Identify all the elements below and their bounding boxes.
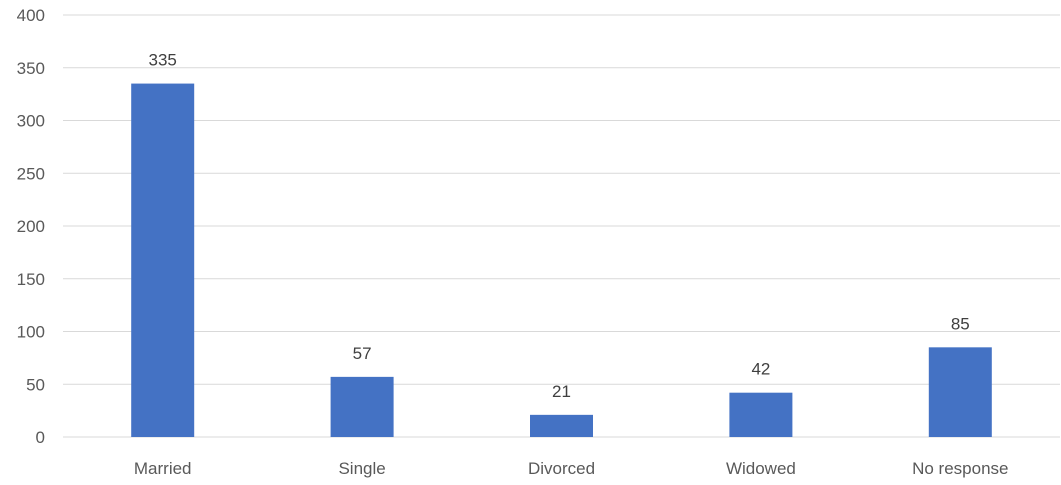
y-tick-label: 300: [17, 112, 45, 131]
bar-divorced: [530, 414, 593, 437]
y-tick-label: 150: [17, 270, 45, 289]
data-label: 42: [751, 360, 770, 379]
y-axis-tick-labels: 0 50 100 150 200 250 300 350 400: [17, 6, 45, 447]
y-tick-label: 200: [17, 217, 45, 236]
y-tick-label: 250: [17, 164, 45, 183]
data-labels: 335 57 21 42 85: [149, 51, 970, 401]
y-tick-label: 0: [36, 428, 45, 447]
y-tick-label: 350: [17, 59, 45, 78]
x-category-label: Single: [338, 459, 385, 478]
y-tick-label: 100: [17, 323, 45, 342]
bar-married: [131, 83, 195, 437]
data-label: 335: [149, 51, 177, 70]
x-category-label: Divorced: [528, 459, 595, 478]
bar-no-response: [928, 347, 992, 437]
x-category-label: No response: [912, 459, 1008, 478]
bars: [131, 83, 992, 437]
x-category-label: Widowed: [726, 459, 796, 478]
y-tick-label: 400: [17, 6, 45, 25]
bar-single: [330, 376, 394, 437]
x-category-label: Married: [134, 459, 192, 478]
data-label: 57: [353, 344, 372, 363]
y-tick-label: 50: [26, 375, 45, 394]
gridlines: [63, 14, 1060, 438]
x-axis-category-labels: Married Single Divorced Widowed No response: [134, 459, 1009, 478]
bar-widowed: [729, 392, 793, 437]
data-label: 85: [951, 314, 970, 333]
data-label: 21: [552, 382, 571, 401]
